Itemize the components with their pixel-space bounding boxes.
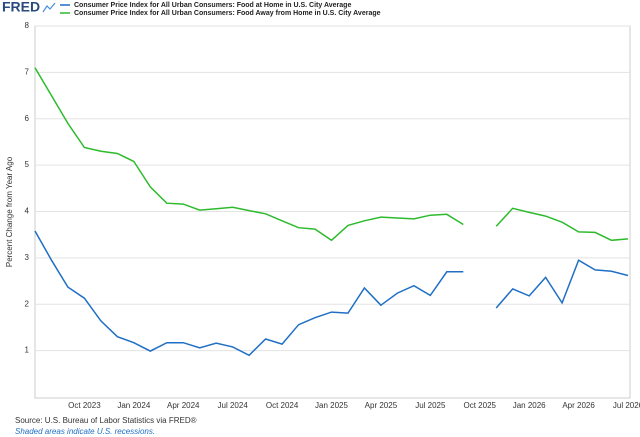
x-tick-label: Jul 2026 — [613, 401, 640, 410]
y-tick-label: 2 — [25, 299, 30, 308]
recession-note: Shaded areas indicate U.S. recessions. — [15, 427, 155, 436]
y-tick-label: 4 — [25, 207, 30, 216]
x-tick-label: Jan 2025 — [315, 401, 348, 410]
x-tick-label: Apr 2024 — [167, 401, 200, 410]
logo-icon — [42, 2, 56, 13]
x-tick-label: Apr 2025 — [365, 401, 398, 410]
x-tick-label: Oct 2025 — [464, 401, 497, 410]
x-tick-label: Apr 2026 — [562, 401, 595, 410]
x-tick-label: Oct 2024 — [266, 401, 299, 410]
logo: FRED — [2, 0, 40, 15]
source: Source: U.S. Bureau of Labor Statistics … — [15, 416, 197, 425]
x-tick-label: Oct 2023 — [68, 401, 101, 410]
y-axis-label: Percent Change from Year Ago — [5, 156, 14, 267]
y-tick-label: 8 — [25, 21, 30, 30]
series-line — [34, 230, 629, 357]
x-tick-label: Jan 2026 — [513, 401, 546, 410]
x-tick-label: Jul 2025 — [415, 401, 446, 410]
y-tick-label: 1 — [25, 346, 30, 355]
y-tick-label: 6 — [25, 114, 30, 123]
y-tick-label: 5 — [25, 160, 30, 169]
x-tick-label: Jan 2024 — [117, 401, 150, 410]
legend-label: Consumer Price Index for All Urban Consu… — [74, 2, 351, 9]
y-tick-label: 3 — [25, 253, 30, 262]
legend-label: Consumer Price Index for All Urban Consu… — [74, 10, 381, 17]
y-tick-label: 7 — [25, 67, 30, 76]
series-line — [34, 67, 629, 242]
x-tick-label: Jul 2024 — [218, 401, 249, 410]
